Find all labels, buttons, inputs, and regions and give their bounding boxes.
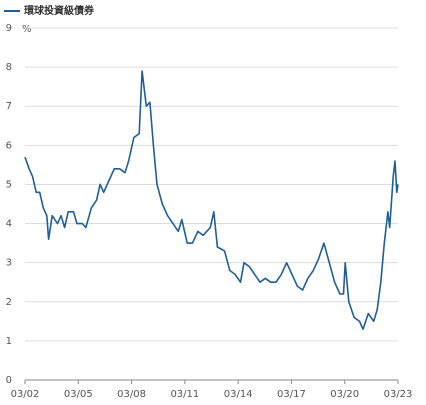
y-tick-label: 1: [6, 336, 12, 347]
y-tick-label: 3: [6, 258, 12, 269]
x-tick-label: 03/11: [170, 389, 199, 400]
y-tick-label: 4: [6, 219, 12, 230]
y-tick-label: 2: [6, 297, 12, 308]
legend-label: 環球投資級債券: [24, 4, 95, 17]
y-tick-label: 6: [6, 140, 12, 151]
x-tick-label: 03/17: [277, 389, 306, 400]
x-tick-label: 03/02: [11, 389, 40, 400]
y-tick-label: 5: [6, 179, 12, 190]
y-tick-label: 0: [6, 375, 12, 386]
y-tick-label: 8: [6, 62, 12, 73]
x-tick-label: 03/14: [224, 389, 253, 400]
data-line: [24, 70, 399, 330]
y-tick-label: 9: [6, 23, 12, 34]
x-tick-label: 03/20: [330, 389, 359, 400]
y-tick-label: 7: [6, 101, 12, 112]
x-tick-label: 03/08: [117, 389, 146, 400]
x-tick-label: 03/05: [64, 389, 93, 400]
x-tick-label: 03/23: [384, 389, 413, 400]
y-unit: %: [22, 24, 32, 35]
